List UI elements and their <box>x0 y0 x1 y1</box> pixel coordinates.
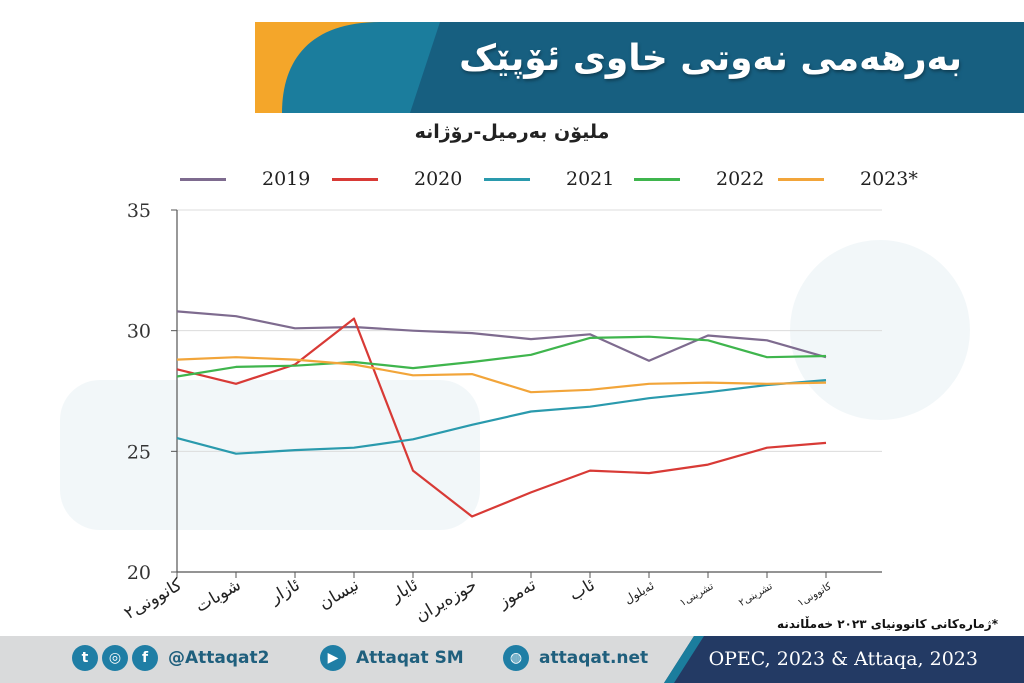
banner-shapes <box>255 22 1024 113</box>
legend-item-2021: 2021 <box>484 168 614 190</box>
legend-swatch-2022 <box>634 177 680 181</box>
y-tick-label-35: 35 <box>127 200 151 222</box>
legend-item-2020: 2020 <box>332 168 462 190</box>
legend-label-2019: 2019 <box>262 168 311 190</box>
x-tick-label-5: حوزەیران <box>412 575 481 626</box>
series-line-2019 <box>176 310 827 362</box>
youtube-group: ▶ Attaqat SM <box>320 645 464 671</box>
x-tick-label-9: تشرینی١ <box>678 581 715 609</box>
x-tick-label-1: شوبات <box>192 575 244 617</box>
footer-bar: OPEC, 2023 & Attaqa, 2023 t ◎ f @Attaqat… <box>0 636 1024 683</box>
legend-swatch-2021 <box>484 177 530 181</box>
x-tick-label-7: ئاب <box>566 575 598 605</box>
source-text: OPEC, 2023 & Attaqa, 2023 <box>708 648 978 670</box>
banner-navy-shape <box>410 22 1024 113</box>
legend-swatch-2019 <box>180 177 226 181</box>
youtube-name[interactable]: Attaqat SM <box>356 648 464 668</box>
series-line-2020 <box>176 317 827 518</box>
chart-legend: 2019 2020 2021 2022 2023* <box>0 168 1024 198</box>
y-axis-ticks: 20 25 30 35 <box>127 200 177 584</box>
x-tick-label-11: كانوونی١ <box>796 581 834 609</box>
instagram-icon[interactable]: ◎ <box>102 645 128 671</box>
x-tick-label-8: ئەیلول <box>622 578 657 607</box>
legend-item-2023: 2023* <box>778 168 918 190</box>
x-tick-label-6: تەموز <box>494 575 540 613</box>
facebook-icon[interactable]: f <box>132 645 158 671</box>
chart-title: مليۆن بەرميل-رۆژانە <box>414 121 610 143</box>
y-tick-label-30: 30 <box>127 321 151 343</box>
website-group: ◍ attaqat.net <box>503 645 648 671</box>
x-tick-label-2: ئازار <box>266 575 304 608</box>
series-lines <box>176 310 827 518</box>
legend-swatch-2023 <box>778 177 824 181</box>
grid-lines <box>177 209 882 452</box>
social-group: t ◎ f @Attaqat2 <box>72 645 269 671</box>
title-banner: بەرهەمی نەوتی خاوی ئۆپێک <box>0 0 1024 118</box>
web-icon[interactable]: ◍ <box>503 645 529 671</box>
legend-swatch-2020 <box>332 177 378 181</box>
x-tick-label-3: نیسان <box>316 575 363 614</box>
watermark-logo <box>60 240 970 530</box>
legend-item-2022: 2022 <box>634 168 764 190</box>
y-tick-label-25: 25 <box>127 441 151 463</box>
youtube-icon[interactable]: ▶ <box>320 645 346 671</box>
legend-label-2020: 2020 <box>414 168 463 190</box>
footnote: *ژمارەكانی كانوونیای ٢٠٢٣ خەمڵاندنە <box>777 617 998 631</box>
footer-source-shape <box>664 636 1024 683</box>
banner-title: بەرهەمی نەوتی خاوی ئۆپێک <box>459 38 962 79</box>
website-link[interactable]: attaqat.net <box>539 648 649 668</box>
legend-label-2023: 2023* <box>860 168 918 190</box>
legend-item-2019: 2019 <box>180 168 310 190</box>
twitter-icon[interactable]: t <box>72 645 98 671</box>
x-tick-label-4: ئایار <box>386 575 421 607</box>
legend-label-2022: 2022 <box>716 168 765 190</box>
legend-label-2021: 2021 <box>566 168 615 190</box>
y-tick-label-20: 20 <box>127 562 151 584</box>
series-line-2021 <box>176 379 827 455</box>
series-line-2023 <box>176 356 827 394</box>
social-handle[interactable]: @Attaqat2 <box>168 648 270 668</box>
series-line-2022 <box>176 335 827 378</box>
x-tick-label-10: تشرینی٢ <box>737 581 774 609</box>
